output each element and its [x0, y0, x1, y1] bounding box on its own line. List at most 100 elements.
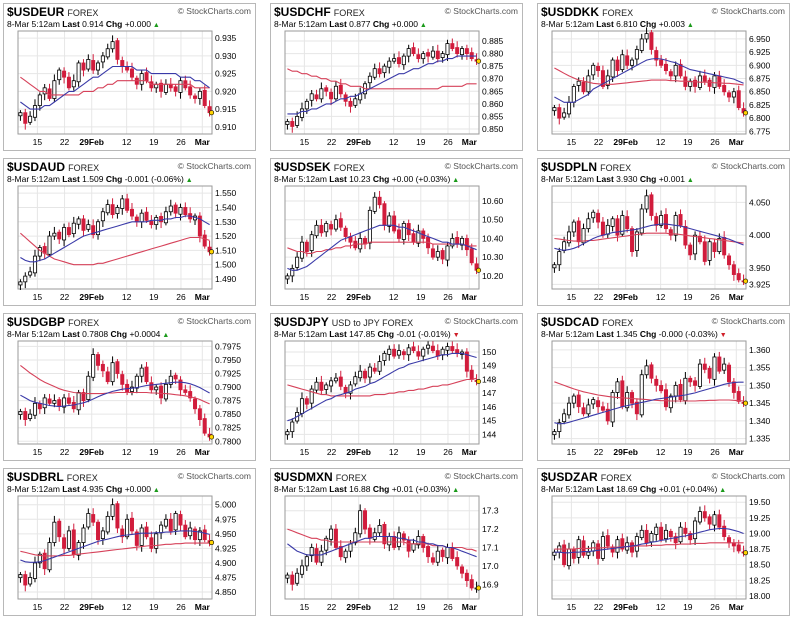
candle-body: [329, 224, 334, 230]
last-value: 0.877: [349, 19, 371, 29]
date-label: 8-Mar 5:12am: [274, 19, 327, 29]
candle-body: [319, 550, 324, 563]
chart-panel[interactable]: $USDGBP FOREX © StockCharts.com 8-Mar 5:12…: [3, 313, 256, 461]
candle-body: [697, 235, 702, 243]
chg-value: -0.001 (-0.06%): [124, 174, 184, 184]
chart-panel[interactable]: $USDMXN FOREX © StockCharts.com 8-Mar 5:12…: [270, 468, 523, 616]
candle-body: [333, 85, 338, 100]
candle-body: [163, 518, 168, 527]
chart-panel[interactable]: $USDPLN FOREX © StockCharts.com 8-Mar 5:12…: [537, 158, 790, 306]
x-tick-label: 15: [33, 602, 43, 612]
x-tick-label: 15: [567, 602, 577, 612]
plot-frame: [284, 185, 480, 290]
candle-body: [571, 221, 576, 233]
x-tick-label: 12: [656, 447, 666, 457]
candle-body: [193, 528, 198, 541]
candle-body: [401, 533, 406, 541]
candle-body: [450, 346, 455, 352]
y-tick-label: 4.950: [215, 529, 237, 539]
chart-panel[interactable]: $USDZAR FOREX © StockCharts.com 8-Mar 5:12…: [537, 468, 790, 616]
subtitle-label: FOREX: [66, 473, 98, 483]
x-tick-label: 19: [416, 447, 426, 457]
chart-panel[interactable]: $USDJPY USD to JPY FOREX © StockCharts.co…: [270, 313, 523, 461]
chart-panel[interactable]: $USDEUR FOREX © StockCharts.com 8-Mar 5:12…: [3, 3, 256, 151]
chart-panel[interactable]: $USDCHF FOREX © StockCharts.com 8-Mar 5:12…: [270, 3, 523, 151]
y-tick-label: 17.3: [482, 506, 499, 516]
candle-body: [100, 55, 105, 63]
x-tick-label: 12: [389, 447, 399, 457]
y-tick-label: 6.825: [749, 100, 771, 110]
up-triangle-icon: ▲: [150, 487, 160, 494]
date-label: 8-Mar 5:12am: [274, 174, 327, 184]
candle-body: [295, 116, 300, 126]
x-tick-label: 29Feb: [613, 447, 638, 457]
candle-body: [736, 90, 741, 108]
chart-panel[interactable]: $USDBRL FOREX © StockCharts.com 8-Mar 5:12…: [3, 468, 256, 616]
candle-body: [52, 80, 57, 99]
x-tick-label: 26: [443, 602, 453, 612]
last-value: 1.509: [82, 174, 104, 184]
candle-body: [285, 574, 290, 579]
candle-body: [173, 374, 178, 380]
candle-body: [299, 108, 304, 118]
symbol-label: $USDBRL: [7, 470, 64, 484]
candle-body: [86, 59, 91, 70]
candle-body: [304, 100, 309, 110]
chart-grid: $USDEUR FOREX © StockCharts.com 8-Mar 5:12…: [3, 3, 790, 618]
x-tick-label: 26: [710, 137, 720, 147]
candlestick-chart: 1.360 1.355 1.350 1.345 1.340 1.335 15 22 29Feb 1…: [551, 340, 771, 457]
chg-caption: Chg: [105, 484, 123, 494]
x-tick-label: 29Feb: [346, 602, 371, 612]
chart-panel[interactable]: $USDDKK FOREX © StockCharts.com 8-Mar 5:12…: [537, 3, 790, 151]
quote-info: 8-Mar 5:12am Last 18.69 Chg +0.01 (+0.04…: [541, 484, 726, 494]
candle-body: [634, 49, 639, 60]
candle-body: [659, 59, 664, 66]
y-tick-label: 144: [482, 429, 496, 439]
chart-title: $USDZAR FOREX: [541, 470, 632, 484]
up-triangle-icon: ▲: [684, 177, 694, 184]
candle-body: [91, 354, 96, 378]
candle-body: [81, 62, 86, 71]
chart-panel[interactable]: $USDSEK FOREX © StockCharts.com 8-Mar 5:12…: [270, 158, 523, 306]
candle-body: [110, 41, 115, 50]
y-tick-label: 146: [482, 402, 496, 412]
y-tick-label: 0.7925: [215, 369, 241, 379]
y-tick-label: 5.000: [215, 500, 237, 510]
candle-body: [717, 75, 722, 87]
candle-body: [557, 251, 562, 266]
x-tick-label: 19: [416, 602, 426, 612]
candle-body: [290, 421, 295, 433]
candle-body: [299, 398, 304, 414]
chg-value: +0.003: [658, 19, 685, 29]
y-tick-label: 0.7900: [215, 382, 241, 392]
candle-body: [324, 87, 329, 92]
candle-body: [411, 47, 416, 55]
candle-body: [193, 398, 198, 410]
candle-body: [139, 367, 144, 377]
candle-body: [610, 59, 615, 78]
candle-body: [290, 268, 295, 277]
long-moving-average-line: [20, 76, 210, 96]
brand-label: © StockCharts.com: [711, 161, 785, 171]
chart-panel[interactable]: $USDCAD FOREX © StockCharts.com 8-Mar 5:12…: [537, 313, 790, 461]
candle-body: [285, 431, 290, 436]
x-tick-label: Mar: [462, 447, 478, 457]
candle-body: [727, 255, 732, 266]
chart-panel[interactable]: $USDAUD FOREX © StockCharts.com 8-Mar 5:12…: [3, 158, 256, 306]
last-value: 1.345: [616, 329, 638, 339]
x-tick-label: 12: [389, 137, 399, 147]
up-triangle-icon: ▲: [684, 22, 694, 29]
candle-body: [596, 212, 601, 223]
chart-title: $USDPLN FOREX: [541, 160, 631, 174]
plot-frame: [284, 340, 480, 445]
candle-body: [591, 64, 596, 76]
candle-body: [52, 232, 57, 237]
candle-body: [319, 88, 324, 100]
candle-body: [731, 91, 736, 98]
last-caption: Last: [596, 19, 614, 29]
candle-body: [727, 364, 732, 383]
candle-body: [581, 407, 586, 415]
candle-body: [125, 198, 130, 211]
symbol-label: $USDMXN: [274, 470, 333, 484]
y-tick-label: 0.7875: [215, 396, 241, 406]
